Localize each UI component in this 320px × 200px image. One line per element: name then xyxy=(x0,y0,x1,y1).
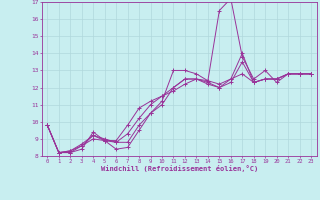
X-axis label: Windchill (Refroidissement éolien,°C): Windchill (Refroidissement éolien,°C) xyxy=(100,165,258,172)
